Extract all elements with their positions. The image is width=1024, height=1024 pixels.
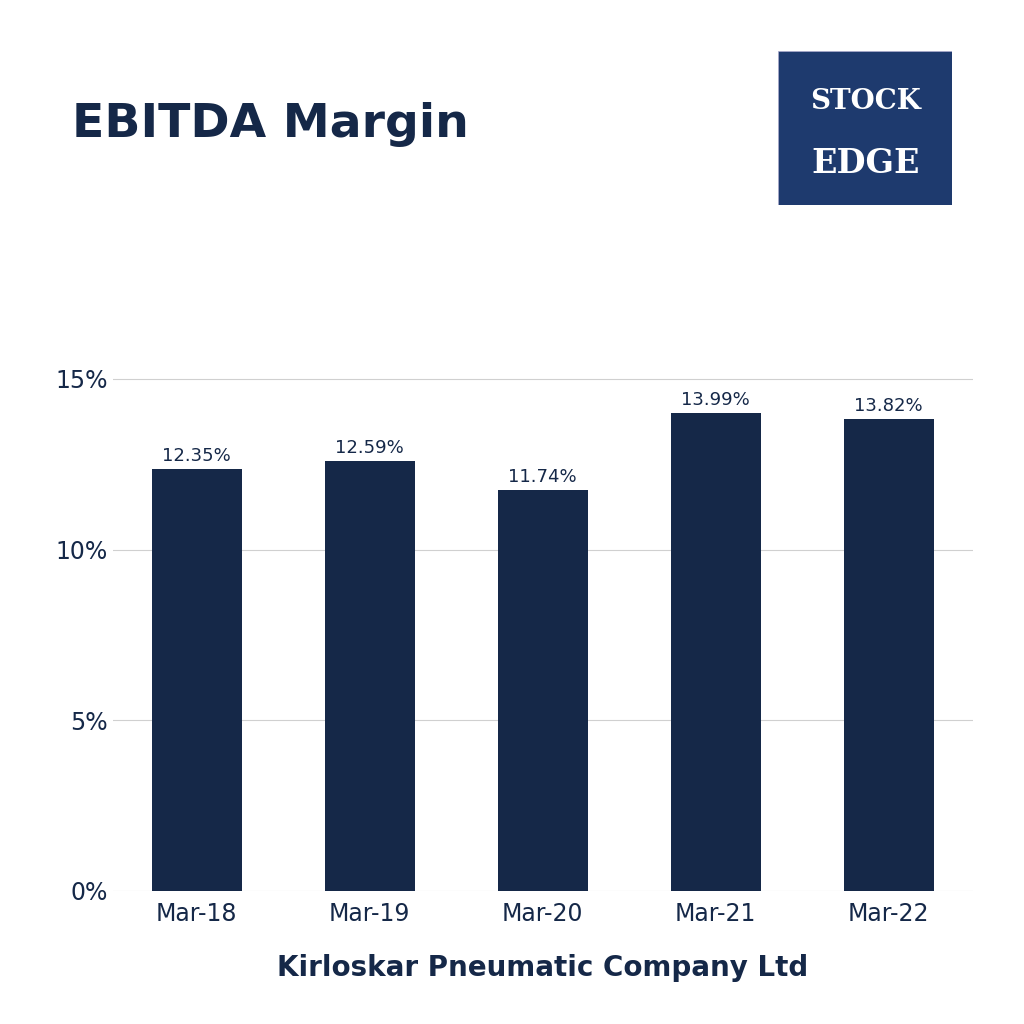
Text: 13.99%: 13.99% [681,391,751,410]
Text: 11.74%: 11.74% [508,468,578,486]
FancyBboxPatch shape [778,51,952,205]
Bar [671,414,761,891]
Text: Kirloskar Pneumatic Company Ltd: Kirloskar Pneumatic Company Ltd [278,953,808,982]
Bar [844,419,934,891]
Text: STOCK: STOCK [810,88,921,116]
Text: 12.35%: 12.35% [163,447,231,465]
Text: 12.59%: 12.59% [335,439,404,457]
Bar [498,490,588,891]
Text: EBITDA Margin: EBITDA Margin [72,102,469,147]
Text: EDGE: EDGE [811,146,920,180]
Bar [152,469,242,891]
Bar [325,461,415,891]
Text: 13.82%: 13.82% [854,397,923,415]
